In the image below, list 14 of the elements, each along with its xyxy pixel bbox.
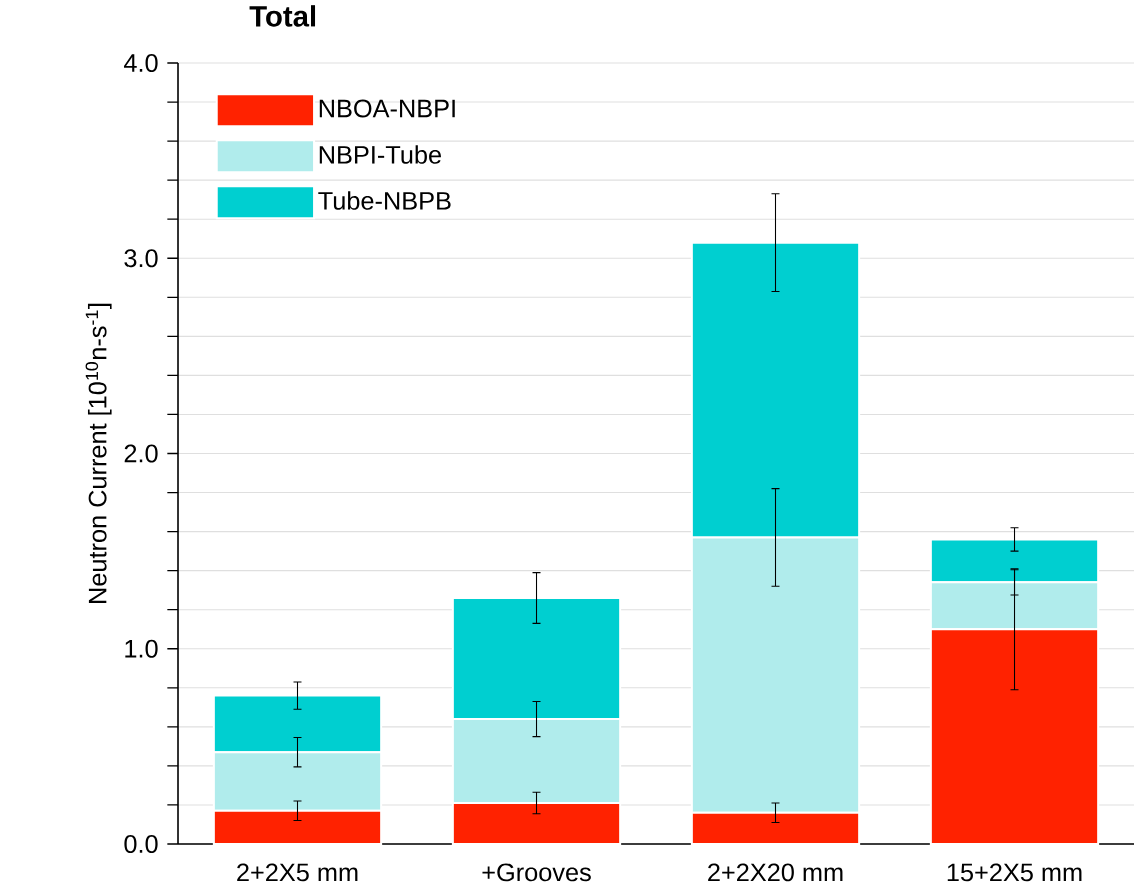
chart-title: Total (249, 5, 316, 27)
y-tick-label: 0.0 (124, 835, 158, 853)
x-tick-label: 2+2X20 mm (708, 863, 843, 882)
legend-label: Tube-NBPB (318, 191, 451, 210)
y-tick-label: 4.0 (124, 54, 158, 72)
x-tick-label: 15+2X5 mm (947, 863, 1082, 882)
legend-label: NBOA-NBPI (319, 99, 455, 118)
legend-label: NBPI-Tube (319, 145, 441, 164)
x-tick-label: 2+2X5 mm (237, 863, 358, 882)
y-tick-label: 1.0 (125, 639, 158, 658)
y-tick-label: 3.0 (124, 249, 158, 268)
y-tick-label: 2.0 (124, 444, 158, 463)
x-tick-label: +Grooves (482, 863, 591, 882)
y-axis-title: Neutron Current [10$^{10}$n-s$^{-1}$] (85, 303, 112, 603)
